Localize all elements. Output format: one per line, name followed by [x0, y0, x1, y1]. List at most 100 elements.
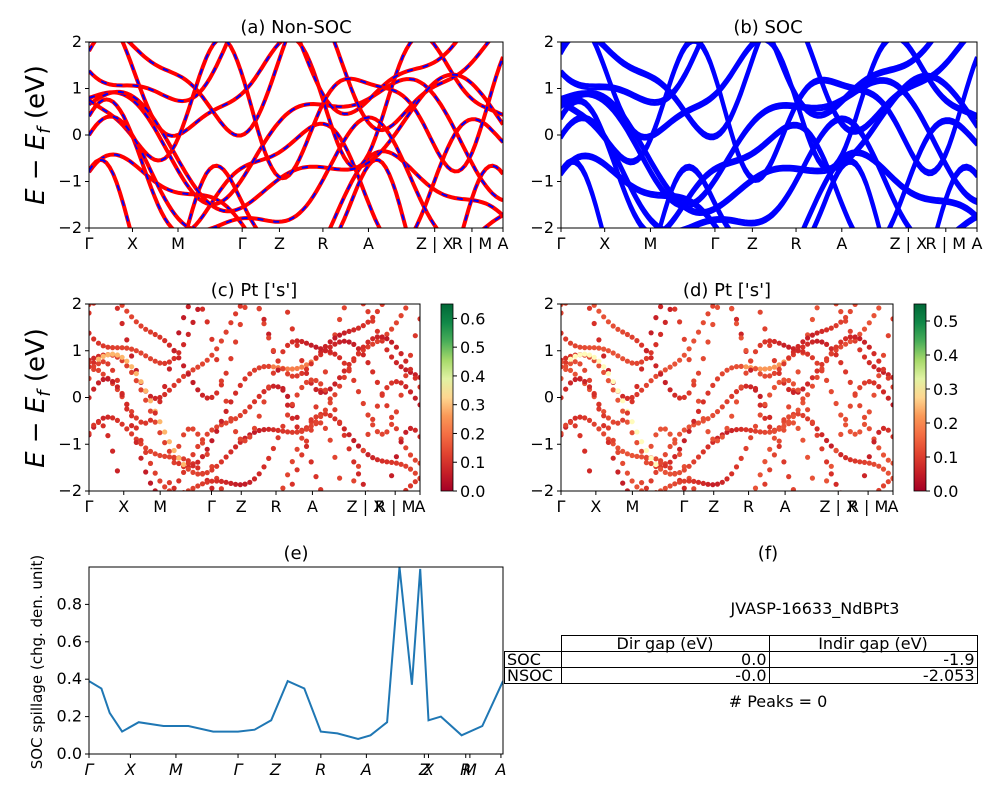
scatter-point: [374, 457, 380, 463]
scatter-point: [294, 342, 300, 348]
scatter-point: [152, 470, 158, 476]
scatter-point: [591, 421, 597, 427]
scatter-point: [237, 321, 243, 328]
band-line-red: [89, 42, 491, 138]
scatter-point: [299, 338, 305, 345]
scatter-point: [218, 418, 224, 424]
scatter-point: [114, 352, 120, 358]
scatter-point: [861, 473, 868, 479]
scatter-point: [185, 488, 191, 491]
scatter-point: [351, 437, 357, 444]
scatter-point: [403, 263, 408, 268]
scatter-point: [843, 336, 849, 342]
scatter-point: [261, 427, 267, 433]
scatter-point: [814, 305, 820, 311]
ytick-label-c: 1: [72, 341, 82, 360]
scatter-point: [630, 522, 635, 527]
scatter-point: [303, 362, 310, 368]
xtick-label-d: X: [590, 497, 601, 516]
scatter-point: [601, 423, 607, 429]
scatter-point: [110, 378, 116, 385]
scatter-point: [620, 460, 626, 466]
scatter-point: [129, 533, 134, 538]
scatter-point: [389, 414, 395, 420]
scatter-point: [209, 478, 215, 484]
scatter-point: [885, 427, 891, 433]
scatter-point: [819, 520, 824, 525]
scatter-point: [615, 420, 621, 426]
scatter-point: [738, 384, 744, 390]
scatter-point: [639, 488, 645, 491]
scatter-point: [629, 334, 635, 340]
scatter-point: [880, 466, 887, 472]
scatter-point: [412, 375, 418, 381]
colorbar-tick-label-c: 0.3: [460, 396, 485, 415]
scatter-point: [591, 304, 597, 308]
scatter-point: [643, 447, 650, 454]
scatter-point: [582, 378, 588, 385]
scatter-point: [601, 409, 607, 415]
scatter-point: [166, 387, 172, 393]
scatter-point: [563, 290, 568, 295]
scatter-point: [582, 293, 587, 298]
scatter-point: [624, 395, 631, 401]
scatter-point: [389, 285, 394, 290]
scatter-point: [341, 330, 347, 336]
axes-frame-c: [88, 303, 421, 492]
scatter-point: [124, 426, 130, 432]
scatter-point: [285, 393, 291, 399]
scatter-point: [256, 427, 262, 434]
scatter-point: [786, 344, 792, 350]
scatter-point: [407, 452, 414, 458]
scatter-point: [347, 298, 352, 303]
scatter-point: [370, 341, 376, 347]
scatter-point: [762, 326, 768, 332]
scatter-point: [596, 337, 602, 343]
scatter-point: [271, 271, 276, 276]
scatter-point: [355, 443, 362, 449]
scatter-point: [95, 380, 102, 386]
scatter-point: [767, 429, 773, 435]
scatter-point: [601, 346, 607, 352]
scatter-point: [610, 379, 616, 385]
scatter-point: [143, 388, 149, 394]
scatter-point: [561, 304, 564, 307]
scatter-point: [313, 344, 319, 350]
scatter-point: [771, 370, 778, 376]
scatter-point: [776, 366, 782, 372]
scatter-point: [209, 467, 215, 473]
scatter-point: [289, 415, 295, 421]
scatter-point: [591, 345, 597, 351]
scatter-point: [662, 485, 668, 491]
scatter-point: [672, 392, 678, 398]
scatter-point: [138, 350, 144, 356]
scatter-point: [857, 331, 863, 337]
scatter-point: [218, 478, 224, 484]
scatter-point: [285, 342, 291, 348]
scatter-point: [157, 430, 163, 436]
scatter-point: [568, 282, 573, 287]
scatter-point: [852, 431, 858, 437]
scatter-point: [228, 480, 234, 486]
ytick-label-a: 1: [72, 79, 82, 98]
scatter-point: [667, 364, 673, 370]
scatter-point: [643, 347, 650, 354]
scatter-point: [805, 454, 811, 460]
scatter-point: [166, 342, 172, 348]
scatter-point: [242, 376, 248, 382]
scatter-point: [147, 448, 154, 454]
scatter-point: [795, 411, 801, 417]
colorbar-tick-label-d: 0.2: [933, 414, 958, 433]
scatter-point: [195, 387, 201, 393]
colorbar-c: [440, 303, 454, 492]
scatter-point: [89, 310, 92, 316]
scatter-point: [561, 430, 564, 436]
scatter-point: [389, 339, 395, 345]
scatter-point: [705, 339, 711, 345]
scatter-point: [852, 458, 858, 464]
scatter-point: [328, 504, 333, 509]
colorbar-tick-label-d: 0.1: [933, 448, 958, 467]
scatter-point: [129, 409, 135, 415]
scatter-point: [233, 529, 238, 534]
scatter-point: [247, 479, 253, 485]
